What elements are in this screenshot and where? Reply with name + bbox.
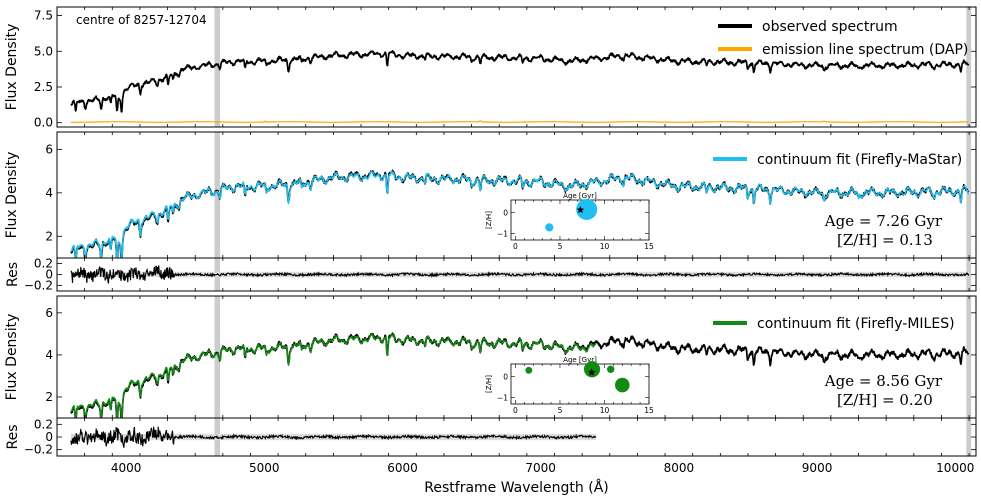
plot-area [70, 332, 970, 418]
inset-x-tick-label: 5 [558, 406, 563, 415]
legend-label: observed spectrum [762, 19, 898, 35]
y-tick-label: −0.2 [24, 279, 53, 293]
inset-ssp-point [607, 365, 615, 373]
inset-x-tick-label: 10 [600, 242, 610, 251]
y-axis-label: Flux Density [4, 152, 20, 239]
masked-band [966, 7, 972, 127]
y-tick-label: 0 [45, 430, 53, 444]
plot-area [70, 426, 597, 448]
masked-band [214, 296, 221, 418]
y-tick-label: 7.5 [34, 9, 53, 23]
series-line-0 [70, 49, 970, 113]
x-tick-label: 5000 [249, 461, 280, 475]
y-axis-label: Flux Density [4, 24, 20, 111]
x-tick-label: 4000 [111, 461, 142, 475]
x-tick-label: 9000 [802, 461, 833, 475]
y-tick-label: 0.0 [34, 116, 53, 130]
y-tick-label: 4 [45, 186, 53, 200]
masked-band [966, 132, 972, 258]
inset-age-metallicity: 0 5 10 15 −1 0 Age [Gyr] [Z/H] [485, 192, 654, 251]
plot-area [70, 49, 970, 123]
residual-line [70, 265, 970, 284]
masked-band [214, 132, 221, 258]
inset-title: Age [Gyr] [563, 192, 597, 200]
age-readout: Age = 7.26 Gyr [824, 212, 943, 230]
inset-x-tick-label: 0 [513, 242, 518, 251]
inset-x-tick-label: 15 [644, 242, 654, 251]
y-tick-label: 0 [45, 268, 53, 282]
inset-age-metallicity: 0 5 10 15 −1 0 Age [Gyr] [Z/H] [485, 356, 654, 415]
masked-band [966, 418, 972, 456]
metallicity-readout: [Z/H] = 0.20 [837, 391, 933, 409]
series-line-1 [70, 170, 970, 258]
x-tick-label: 10000 [936, 461, 974, 475]
panel-p3: 2 4 6 Flux Density continuum fit (Firefly-MI… [4, 295, 977, 419]
masked-band [214, 7, 221, 127]
panel-p1: 0.0 2.5 5.0 7.5 Flux Density centre of 8257-1… [4, 6, 977, 130]
legend-label: continuum fit (Firefly-MaStar) [757, 152, 962, 168]
x-tick-label: 6000 [387, 461, 418, 475]
x-tick-label: 7000 [525, 461, 556, 475]
y-tick-label: 2 [45, 390, 53, 404]
inset-y-tick-label: 0 [503, 209, 508, 218]
masked-band [966, 296, 972, 418]
y-axis-label: Res [5, 262, 21, 287]
inset-ssp-point [614, 377, 630, 393]
inset-mean-star [587, 368, 596, 376]
inset-mean-star [576, 205, 585, 214]
inset-x-tick-label: 10 [600, 406, 610, 415]
inset-ssp-point [525, 366, 533, 374]
inset-y-tick-label: −1 [497, 230, 508, 239]
panel-annotation: centre of 8257-12704 [76, 13, 207, 27]
inset-title: Age [Gyr] [563, 356, 597, 364]
panel-p2: 2 4 6 Flux Density continuum fit (Firefly-Ma… [4, 131, 977, 259]
residual-line [70, 426, 597, 448]
y-tick-label: 4 [45, 348, 53, 362]
y-axis-label: Flux Density [4, 314, 20, 401]
y-tick-label: 0.2 [34, 257, 53, 271]
legend-label: continuum fit (Firefly-MILES) [757, 316, 955, 332]
metallicity-readout: [Z/H] = 0.13 [837, 231, 933, 249]
x-tick-label: 8000 [664, 461, 695, 475]
inset-ssp-point [545, 223, 554, 232]
inset-x-tick-label: 0 [513, 406, 518, 415]
age-readout: Age = 8.56 Gyr [824, 372, 943, 390]
x-axis-label: Restframe Wavelength (Å) [424, 479, 608, 496]
series-line-1 [70, 333, 597, 418]
legend-label: emission line spectrum (DAP) [762, 42, 968, 58]
axes-frame [56, 6, 977, 128]
y-axis-label: Res [5, 424, 21, 449]
y-tick-label: 6 [45, 142, 53, 156]
inset-y-label: [Z/H] [485, 375, 493, 393]
y-tick-label: 5.0 [34, 44, 53, 58]
y-tick-label: 0.2 [34, 417, 53, 431]
y-tick-label: 2 [45, 229, 53, 243]
inset-ssp-point [576, 198, 598, 220]
plot-area [70, 169, 970, 258]
inset-x-tick-label: 5 [558, 242, 563, 251]
inset-y-label: [Z/H] [485, 211, 493, 229]
y-tick-label: −0.2 [24, 443, 53, 457]
inset-y-tick-label: −1 [497, 394, 508, 403]
y-tick-label: 6 [45, 306, 53, 320]
y-tick-label: 2.5 [34, 80, 53, 94]
plot-area [70, 265, 970, 284]
inset-y-tick-label: 0 [503, 373, 508, 382]
inset-x-tick-label: 15 [644, 406, 654, 415]
series-line-1 [70, 120, 969, 123]
